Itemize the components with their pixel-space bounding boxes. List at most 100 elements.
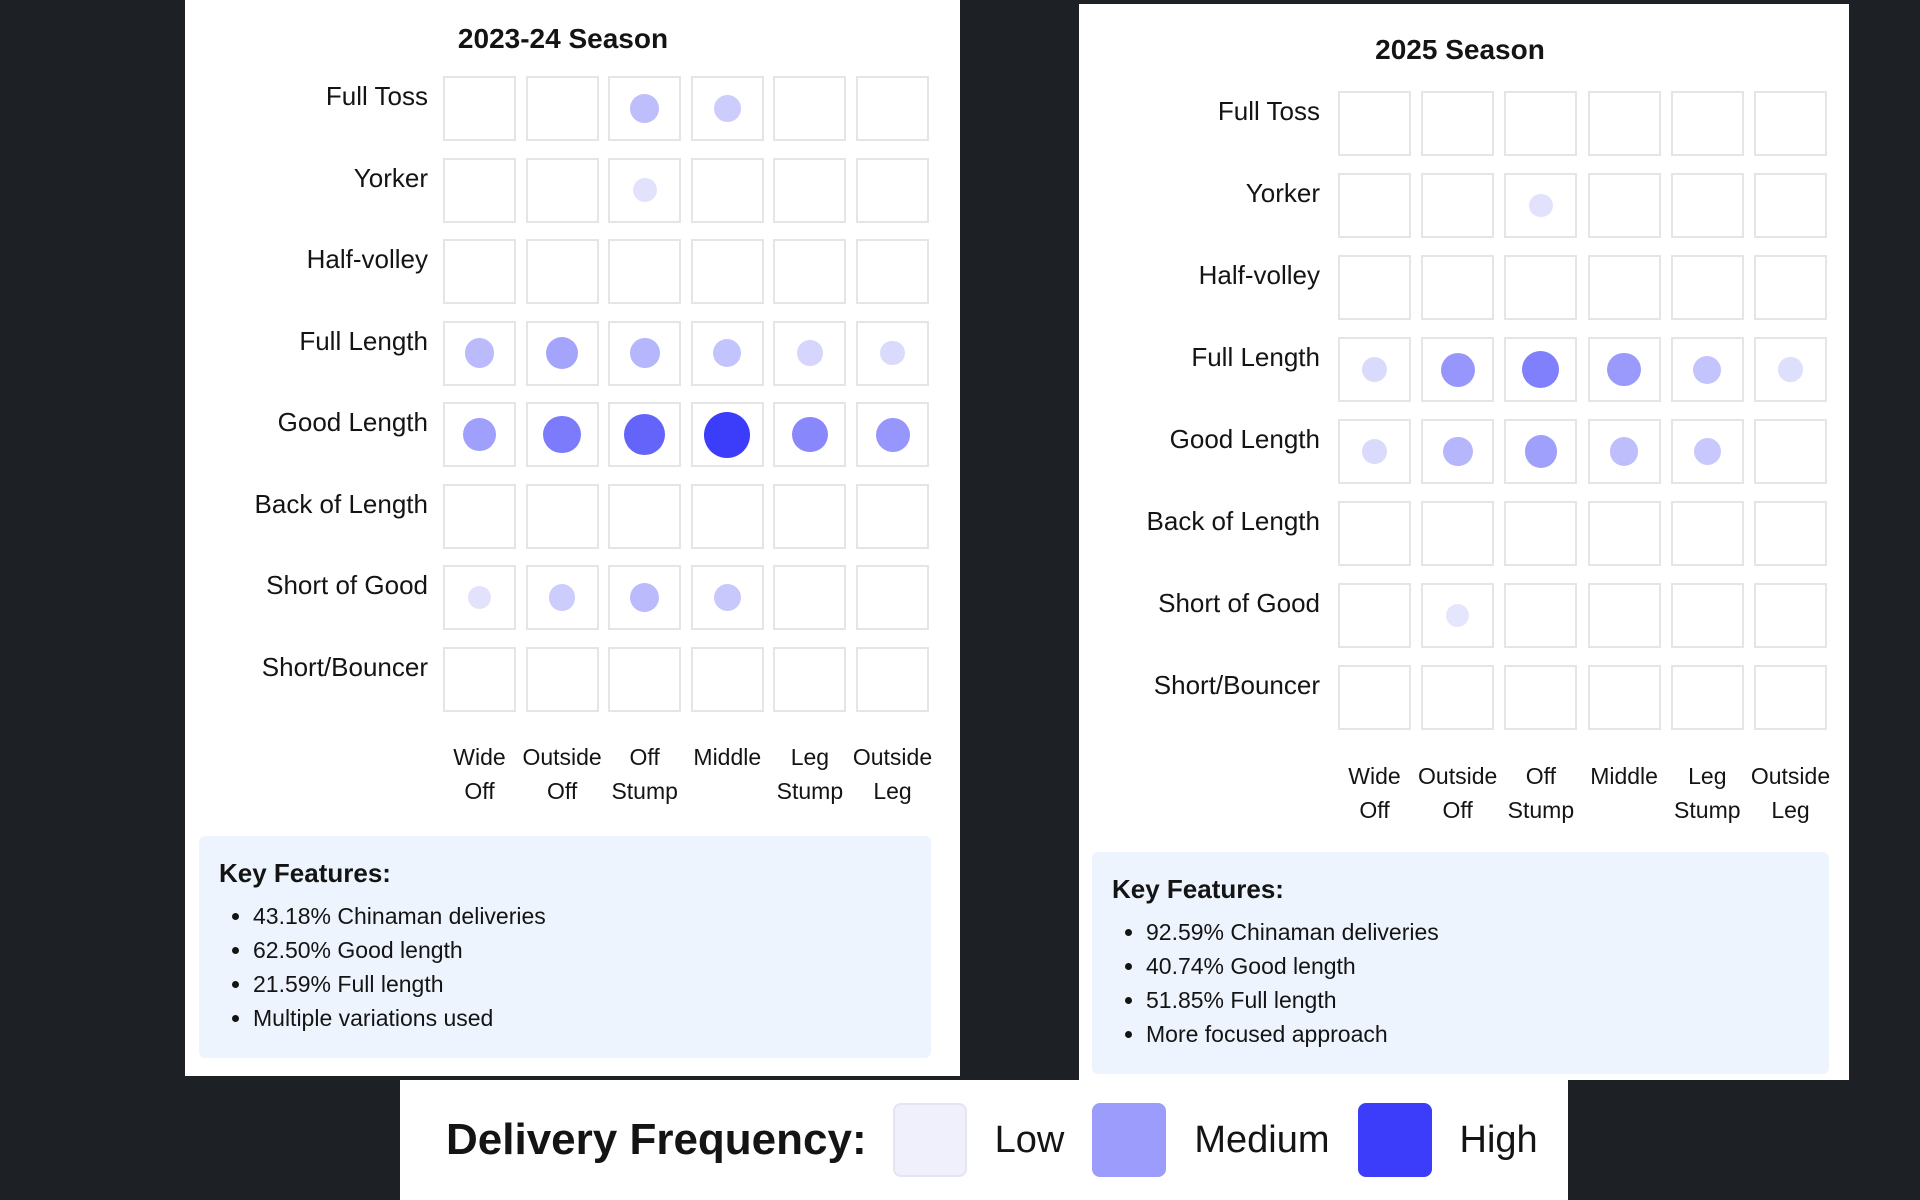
frequency-dot bbox=[467, 585, 492, 610]
heatmap-cell bbox=[1421, 255, 1495, 320]
frequency-dot bbox=[713, 583, 741, 612]
frequency-dot bbox=[546, 336, 579, 370]
legend-label-low: Low bbox=[994, 1118, 1065, 1161]
column-label: Off Stump bbox=[1507, 763, 1575, 823]
row-label: Short of Good bbox=[1158, 588, 1320, 618]
frequency-dot bbox=[624, 414, 666, 455]
heatmap-cell bbox=[856, 402, 929, 467]
key-feature-item: Multiple variations used bbox=[253, 1001, 911, 1035]
heatmap-cell bbox=[443, 76, 516, 141]
frequency-dot bbox=[1445, 603, 1470, 628]
key-features-list: 43.18% Chinaman deliveries 62.50% Good l… bbox=[219, 899, 911, 1035]
frequency-dot bbox=[1362, 357, 1387, 382]
heatmap-cell bbox=[525, 157, 599, 223]
row-label: Good Length bbox=[1169, 424, 1320, 454]
heatmap-cell bbox=[443, 483, 516, 549]
column-label: Leg Stump bbox=[1674, 763, 1741, 823]
heatmap-cell bbox=[525, 76, 599, 141]
frequency-dot bbox=[713, 95, 741, 122]
row-label: Back of Length bbox=[254, 488, 428, 519]
heatmap-cell bbox=[1670, 665, 1744, 730]
frequency-dot bbox=[880, 340, 905, 366]
frequency-dot bbox=[791, 416, 828, 453]
frequency-dot bbox=[1522, 351, 1560, 388]
heatmap-cell bbox=[1587, 583, 1661, 648]
row-label: Short/Bouncer bbox=[261, 651, 428, 682]
heatmap-cell bbox=[856, 157, 929, 223]
frequency-legend: Delivery Frequency: Low Medium High bbox=[400, 1080, 1568, 1200]
frequency-dot bbox=[1693, 437, 1721, 466]
heatmap-cell bbox=[1587, 665, 1661, 730]
key-feature-item: 51.85% Full length bbox=[1146, 983, 1809, 1017]
frequency-dot bbox=[875, 417, 910, 452]
column-label: Outside Off bbox=[1418, 763, 1498, 823]
heatmap-cell bbox=[690, 646, 764, 712]
row-label: Full Toss bbox=[1217, 96, 1320, 126]
heatmap-cell bbox=[773, 483, 847, 549]
frequency-dot bbox=[630, 94, 660, 123]
frequency-dot bbox=[630, 582, 660, 613]
heatmap-cell bbox=[1754, 173, 1827, 238]
key-feature-item: 43.18% Chinaman deliveries bbox=[253, 899, 911, 933]
row-label: Half-volley bbox=[306, 244, 428, 274]
heatmap-cell bbox=[690, 239, 764, 304]
heatmap-cell bbox=[856, 239, 929, 304]
column-label: Off Stump bbox=[611, 744, 678, 804]
frequency-dot bbox=[543, 415, 581, 454]
heatmap-cell bbox=[1421, 91, 1495, 156]
heatmap-cell bbox=[1504, 501, 1578, 566]
heatmap-cell bbox=[1754, 255, 1827, 320]
column-label: Middle bbox=[1590, 763, 1658, 789]
column-label: Outside Off bbox=[522, 744, 602, 804]
legend-swatch-medium bbox=[1092, 1103, 1167, 1177]
heatmap-cell bbox=[1587, 91, 1661, 156]
heatmap-cell bbox=[1421, 665, 1495, 730]
key-feature-item: 62.50% Good length bbox=[253, 933, 911, 967]
frequency-dot bbox=[797, 340, 823, 366]
heatmap-cell bbox=[1670, 91, 1744, 156]
heatmap-cell bbox=[608, 646, 682, 712]
heatmap-cell bbox=[525, 646, 599, 712]
chart-title: 2023-24 Season bbox=[457, 23, 669, 54]
column-label: Outside Leg bbox=[1750, 763, 1831, 823]
heatmap-cell bbox=[1338, 173, 1411, 238]
legend-title: Delivery Frequency: bbox=[446, 1115, 867, 1164]
key-features-title: Key Features: bbox=[219, 858, 391, 888]
heatmap-cell bbox=[1670, 501, 1744, 566]
heatmap-cell bbox=[856, 320, 929, 386]
heatmap-cell bbox=[773, 76, 847, 141]
key-feature-item: 92.59% Chinaman deliveries bbox=[1146, 915, 1809, 949]
heatmap-cell bbox=[1504, 91, 1578, 156]
heatmap-cell bbox=[856, 76, 929, 141]
column-label: Outside Leg bbox=[852, 744, 933, 804]
heatmap-cell bbox=[1670, 583, 1744, 648]
heatmap-cell bbox=[1754, 501, 1827, 566]
frequency-dot bbox=[1440, 352, 1475, 387]
heatmap-cell bbox=[1670, 337, 1744, 402]
heatmap-cell bbox=[1587, 419, 1661, 484]
row-label: Full Length bbox=[299, 325, 428, 356]
heatmap-cell bbox=[1338, 665, 1411, 730]
heatmap-cell bbox=[773, 239, 847, 304]
heatmap-cell bbox=[1338, 91, 1411, 156]
legend-swatch-low bbox=[892, 1103, 967, 1177]
column-label: Wide Off bbox=[453, 744, 506, 804]
row-label: Yorker bbox=[353, 162, 428, 193]
heatmap-cell bbox=[773, 157, 847, 223]
frequency-dot bbox=[632, 178, 657, 202]
heatmap-cell bbox=[1587, 173, 1661, 238]
heatmap-cell bbox=[1504, 255, 1578, 320]
row-label: Short of Good bbox=[266, 570, 428, 600]
row-label: Yorker bbox=[1245, 178, 1320, 208]
heatmap-cell bbox=[690, 157, 764, 223]
heatmap-cell bbox=[856, 483, 929, 549]
chart-title: 2025 Season bbox=[1375, 34, 1545, 65]
heatmap-cell bbox=[1754, 91, 1827, 156]
heatmap-cell bbox=[690, 483, 764, 549]
heatmap-cell bbox=[525, 239, 599, 304]
heatmap-cell bbox=[525, 483, 599, 549]
heatmap-cell bbox=[856, 646, 929, 712]
frequency-dot bbox=[1362, 439, 1387, 464]
key-feature-item: 40.74% Good length bbox=[1146, 949, 1809, 983]
heatmap-cell bbox=[1338, 337, 1411, 402]
